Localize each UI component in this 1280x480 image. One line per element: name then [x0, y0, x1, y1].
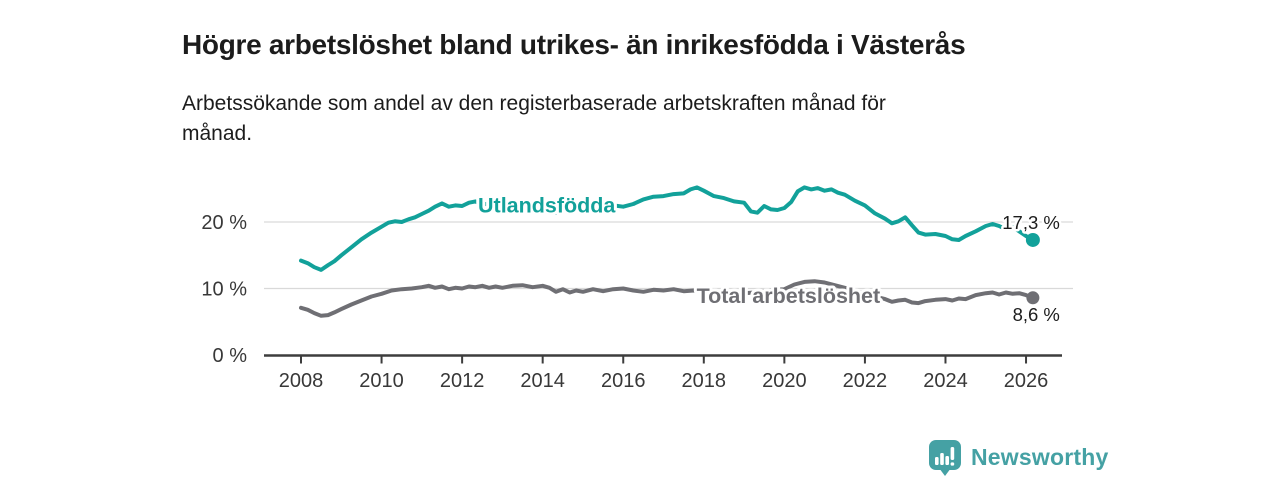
- series-inline-label: Total arbetslöshet: [697, 284, 881, 308]
- x-tick-label: 2016: [601, 370, 646, 392]
- x-tick-label: 2024: [923, 370, 968, 392]
- y-tick-label: 20 %: [201, 212, 247, 234]
- series-line-foreign-born: [299, 185, 1035, 272]
- x-tick-label: 2012: [440, 370, 485, 392]
- series-inline-label: Utlandsfödda: [478, 194, 616, 218]
- x-tick-label: 2020: [762, 370, 807, 392]
- chart-subtitle: Arbetssökande som andel av den registerb…: [182, 92, 886, 146]
- y-tick-label: 10 %: [201, 279, 247, 301]
- y-tick-label: 0 %: [213, 345, 248, 367]
- series-end-value-label: 8,6 %: [1013, 304, 1060, 325]
- series-end-dot-foreign-born: [1025, 232, 1040, 247]
- x-tick-label: 2008: [279, 370, 324, 392]
- chart-title: Högre arbetslöshet bland utrikes- än inr…: [182, 28, 966, 60]
- x-tick-label: 2026: [1004, 370, 1049, 392]
- x-tick-label: 2014: [520, 370, 565, 392]
- series-line-total: [299, 279, 1035, 318]
- x-tick-label: 2010: [359, 370, 404, 392]
- x-tick-label: 2018: [682, 370, 727, 392]
- newsworthy-logo-text: Newsworthy: [971, 443, 1109, 470]
- newsworthy-logo: Newsworthy: [928, 439, 1109, 476]
- x-tick-label: 2022: [843, 370, 888, 392]
- series-end-dot-total: [1026, 291, 1040, 305]
- series-end-value-label: 17,3 %: [1002, 212, 1060, 233]
- newsworthy-logo-icon: [928, 439, 962, 476]
